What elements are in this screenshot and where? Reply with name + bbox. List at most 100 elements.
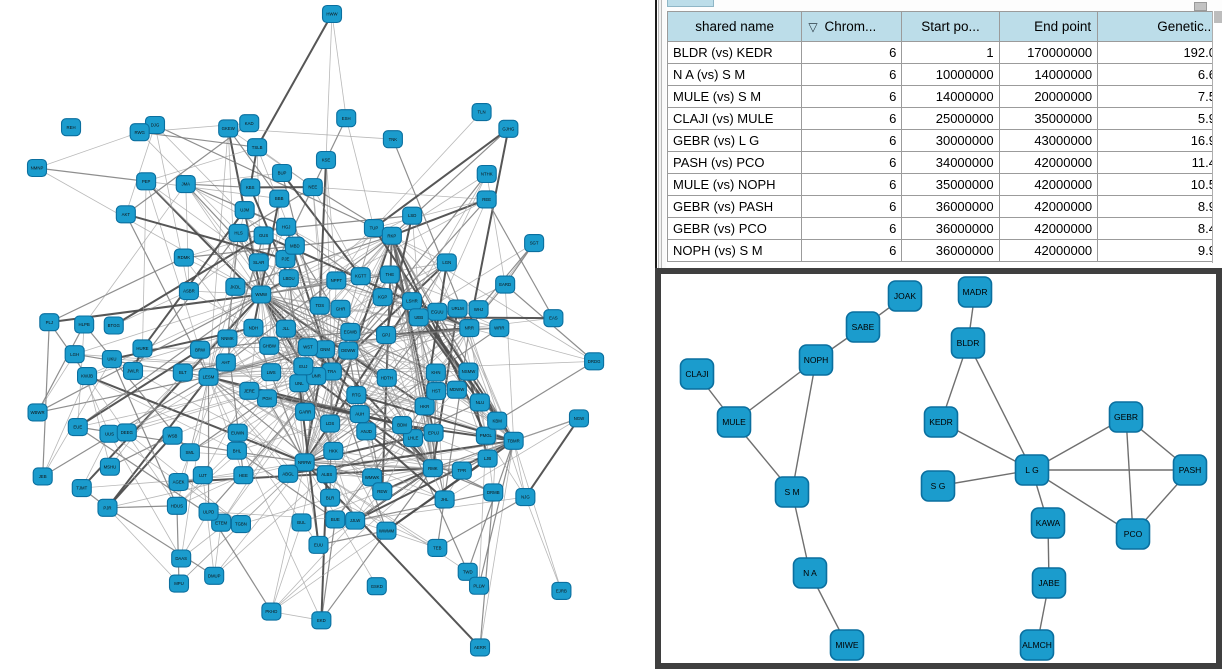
table-row[interactable]: GEBR (vs) PASH 6 36000000 42000000 8.9 [666,195,1222,218]
table-cell[interactable]: 6 [801,41,903,64]
subnetwork-node-almch[interactable]: ALMCH [1019,629,1055,661]
table-cell[interactable]: 10.5 [1097,173,1222,196]
graph-node[interactable]: WMW [251,285,272,304]
table-cell[interactable]: 20000000 [998,85,1099,108]
subnetwork-node-sabe[interactable]: SABE [845,311,881,343]
graph-edge[interactable] [513,440,562,592]
table-row[interactable]: BLDR (vs) KEDR 6 1 170000000 192.0 [666,41,1222,64]
graph-edge[interactable] [142,181,147,349]
graph-edge[interactable] [125,122,250,215]
graph-node[interactable]: GSKD [366,577,387,596]
graph-edge[interactable] [479,440,515,648]
table-cell[interactable]: PASH (vs) PCO [666,151,803,174]
table-vertical-scrollbar[interactable] [1212,11,1222,263]
graph-node[interactable]: WSB [162,426,183,445]
graph-node[interactable]: MBD [284,236,305,255]
graph-node[interactable]: DMUP [204,566,225,585]
graph-edge[interactable] [312,187,326,350]
graph-edge[interactable] [268,308,341,347]
graph-edge[interactable] [436,199,488,312]
table-cell[interactable]: 1 [901,41,1000,64]
graph-node[interactable]: LGH [64,345,85,364]
graph-edge[interactable] [146,146,258,182]
graph-edge[interactable] [208,376,334,452]
graph-node[interactable]: RDMK [173,248,194,267]
graph-node[interactable]: LDS [320,414,341,433]
graph-node[interactable]: BLR [320,488,341,507]
graph-node[interactable]: LJB [477,449,498,468]
graph-edge[interactable] [77,426,222,524]
graph-node[interactable]: URLM [447,299,468,318]
table-cell[interactable]: 30000000 [901,129,1000,152]
graph-edge[interactable] [238,232,349,351]
graph-node[interactable]: KBS [240,178,261,197]
graph-edge[interactable] [185,183,251,189]
graph-edge[interactable] [432,467,494,493]
graph-edge[interactable] [312,186,487,200]
graph-node[interactable]: ASBR [178,281,199,301]
graph-edge[interactable] [126,345,270,433]
table-cell[interactable]: 8.4 [1097,217,1222,240]
graph-edge[interactable] [304,424,403,463]
table-cell[interactable]: 14000000 [901,85,1000,108]
graph-edge[interactable] [312,186,362,277]
graph-edge[interactable] [391,173,487,237]
subnetwork-node-jabe[interactable]: JABE [1031,567,1067,599]
graph-node[interactable]: THE [379,265,400,284]
graph-node[interactable]: UKU [101,350,122,369]
graph-edge[interactable] [365,430,446,501]
graph-edge[interactable] [107,507,215,577]
graph-edge[interactable] [373,199,487,229]
graph-edge[interactable] [37,324,85,413]
graph-node[interactable]: TJMT [71,478,92,498]
graph-edge[interactable] [178,467,433,484]
graph-edge[interactable] [185,172,283,185]
graph-node[interactable]: NJG [515,488,536,507]
table-cell[interactable]: 35000000 [998,107,1099,130]
table-cell[interactable]: 6 [801,195,903,218]
graph-edge[interactable] [304,371,333,463]
table-row[interactable]: GEBR (vs) PCO 6 36000000 42000000 8.4 [666,217,1222,240]
graph-node[interactable]: TDS [309,296,330,315]
graph-edge[interactable] [285,328,351,333]
subnetwork-edge[interactable] [1125,416,1134,535]
column-header-4[interactable]: Genetic... [1097,11,1222,42]
graph-edge[interactable] [524,417,580,498]
graph-edge[interactable] [37,353,76,413]
graph-edge[interactable] [266,274,391,399]
graph-edge[interactable] [424,406,446,500]
graph-edge[interactable] [208,365,304,378]
subnetwork-node-kedr[interactable]: KEDR [923,406,959,438]
subnetwork-node-n-a[interactable]: N A [792,557,828,589]
graph-edge[interactable] [373,111,482,229]
graph-node[interactable]: TEB [427,538,448,557]
graph-edge[interactable] [496,360,595,422]
graph-edge[interactable] [392,138,470,329]
graph-node[interactable]: RMK [422,459,443,478]
graph-node[interactable]: PLJ [39,313,60,332]
graph-edge[interactable] [316,375,425,407]
graph-edge[interactable] [385,334,434,469]
graph-node[interactable]: GPJ [376,325,397,345]
graph-node[interactable]: LESM [198,367,219,386]
graph-edge[interactable] [271,530,387,612]
graph-edge[interactable] [486,199,554,319]
graph-node[interactable]: MDWW [446,380,467,399]
table-cell[interactable]: 25000000 [901,107,1000,130]
graph-node[interactable]: HGJ [276,217,297,236]
table-cell[interactable]: 6 [801,85,903,108]
subnetwork-node-noph[interactable]: NOPH [798,344,834,376]
graph-node[interactable]: LSHR [401,292,423,311]
graph-node[interactable]: KHN [425,363,446,382]
graph-edge[interactable] [320,467,434,621]
graph-node[interactable]: RTG [346,385,367,405]
graph-edge[interactable] [271,522,302,612]
graph-edge[interactable] [185,184,190,292]
graph-edge[interactable] [208,376,336,520]
graph-node[interactable]: GHR [330,299,351,318]
graph-node[interactable]: GUS [253,226,274,245]
graph-node[interactable]: PLLW [468,576,490,595]
graph-edge[interactable] [331,13,347,119]
graph-node[interactable]: ABGL [278,464,299,483]
